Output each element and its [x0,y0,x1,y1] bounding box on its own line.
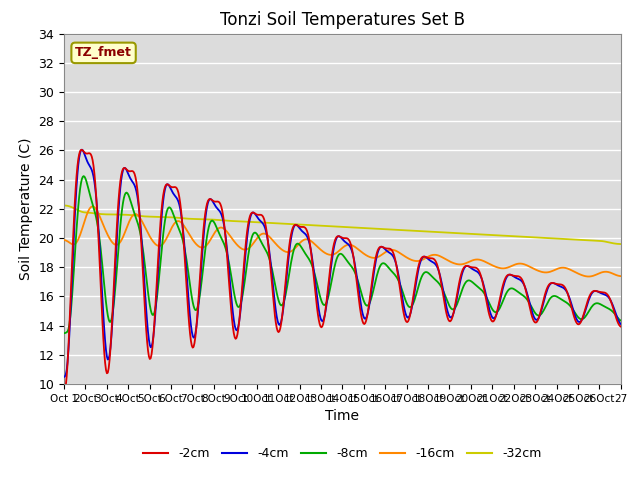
-4cm [587,293,595,299]
-4cm [78,147,86,153]
-32cm [329,224,337,229]
-16cm [257,232,264,238]
Line: -16cm: -16cm [64,206,621,276]
-8cm [587,306,595,312]
-32cm [90,210,97,216]
-4cm [90,179,98,184]
-8cm [60,330,68,336]
Line: -8cm: -8cm [64,176,621,333]
-2cm [330,241,338,247]
-4cm [234,324,242,329]
-16cm [89,204,97,209]
-4cm [285,257,292,263]
-2cm [60,389,68,395]
-2cm [257,212,264,218]
Title: Tonzi Soil Temperatures Set B: Tonzi Soil Temperatures Set B [220,11,465,29]
-2cm [587,291,595,297]
-2cm [617,324,625,329]
-8cm [80,173,88,179]
-16cm [285,249,292,255]
Line: -4cm: -4cm [64,150,621,377]
-32cm [256,219,264,225]
-2cm [90,170,98,176]
-32cm [234,218,241,224]
Legend: -2cm, -4cm, -8cm, -16cm, -32cm: -2cm, -4cm, -8cm, -16cm, -32cm [138,443,547,465]
-4cm [617,321,625,327]
-32cm [586,238,593,243]
Line: -2cm: -2cm [64,150,621,392]
-8cm [90,207,98,213]
-16cm [60,237,68,243]
-16cm [234,243,242,249]
-8cm [285,276,292,282]
-16cm [588,274,595,279]
-8cm [330,266,338,272]
-16cm [330,252,338,257]
-16cm [90,204,98,210]
-8cm [234,304,242,310]
-32cm [617,241,625,247]
Text: TZ_fmet: TZ_fmet [75,47,132,60]
-8cm [617,318,625,324]
Line: -32cm: -32cm [64,205,621,244]
-32cm [60,203,68,208]
-4cm [257,218,264,224]
-32cm [284,221,291,227]
X-axis label: Time: Time [325,409,360,423]
-2cm [78,147,86,153]
-4cm [60,374,68,380]
-8cm [257,238,264,244]
-2cm [285,251,292,256]
-4cm [330,245,338,251]
-16cm [585,274,593,279]
-16cm [617,273,625,279]
Y-axis label: Soil Temperature (C): Soil Temperature (C) [19,138,33,280]
-2cm [234,326,242,332]
